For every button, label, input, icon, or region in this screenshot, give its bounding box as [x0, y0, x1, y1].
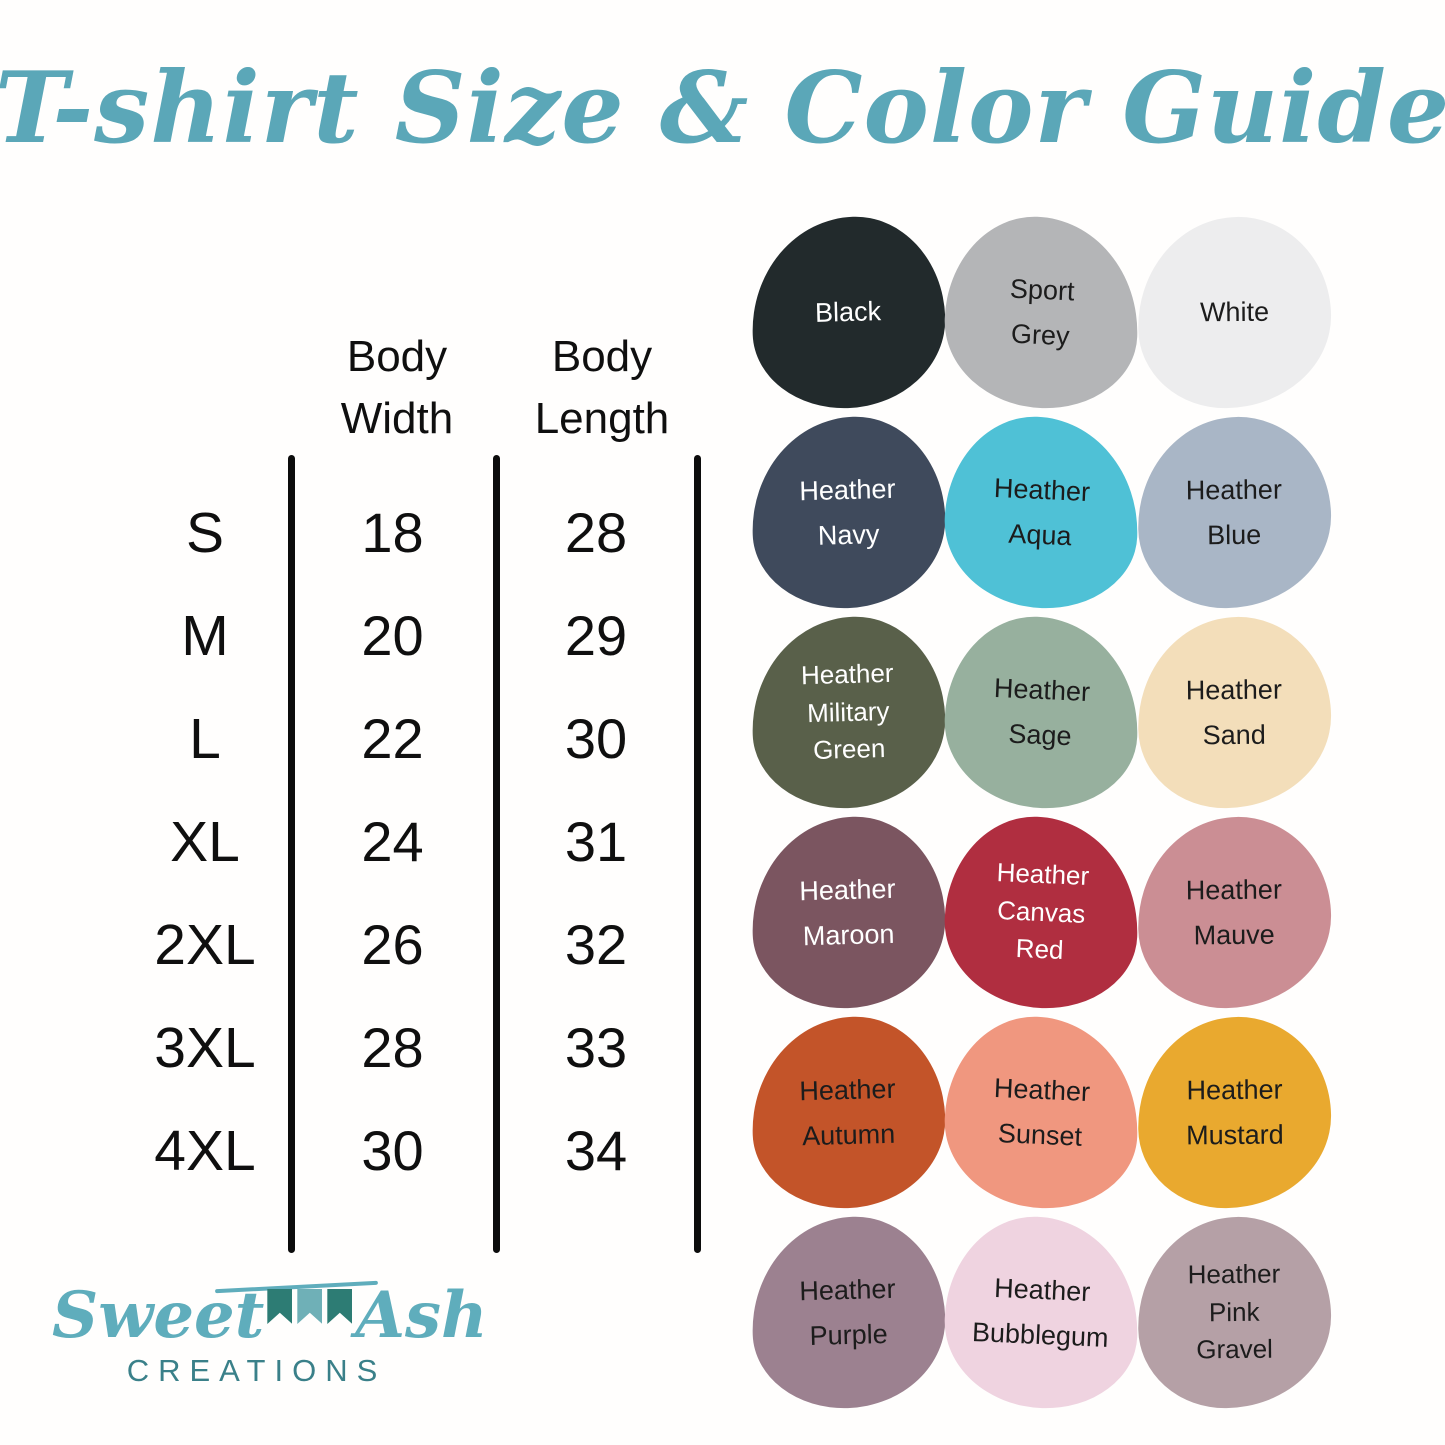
- color-swatch-label: Heather Pink Gravel: [1187, 1258, 1281, 1365]
- column-header-body-length: Body Length: [534, 332, 670, 443]
- brand-logo-script: Sweet Ash: [52, 1278, 488, 1353]
- color-swatch-heather-sand: Heather Sand: [1136, 614, 1333, 810]
- bunting-flag-icon: [327, 1289, 353, 1324]
- color-swatch-heather-canvas-red: Heather Canvas Red: [941, 813, 1142, 1011]
- color-swatch-label: Heather Autumn: [799, 1073, 897, 1151]
- color-swatch-label: Heather Mauve: [1186, 874, 1283, 950]
- body-width-value: 18: [361, 501, 424, 564]
- column-header-body-width: Body Width: [340, 332, 454, 443]
- color-swatch-label: Heather Sunset: [993, 1072, 1092, 1151]
- size-label: 2XL: [154, 912, 256, 977]
- size-label: 3XL: [154, 1015, 256, 1080]
- body-width-value: 26: [361, 913, 424, 976]
- color-swatch-heather-military-green: Heather Military Green: [748, 613, 949, 811]
- color-swatch-label: Heather Sand: [1186, 674, 1283, 750]
- size-label: L: [189, 706, 221, 771]
- brand-logo-subtext: CREATIONS: [126, 1353, 387, 1388]
- color-swatch-label: Heather Military Green: [800, 657, 895, 765]
- color-swatch-heather-aqua: Heather Aqua: [941, 413, 1142, 611]
- table-column-divider: [694, 455, 701, 1253]
- color-swatch-label: Black: [815, 295, 882, 328]
- color-swatch-heather-sage: Heather Sage: [941, 613, 1142, 811]
- color-swatch-heather-bubblegum: Heather Bubblegum: [941, 1213, 1142, 1411]
- color-swatch-sport-grey: Sport Grey: [941, 213, 1142, 411]
- body-width-value: 30: [361, 1119, 424, 1182]
- body-width-value: 28: [361, 1016, 424, 1079]
- color-swatch-label: Sport Grey: [1009, 273, 1076, 351]
- body-length-value: 29: [564, 604, 628, 667]
- color-swatch-label: Heather Canvas Red: [996, 856, 1091, 965]
- table-column-divider: [493, 455, 500, 1253]
- color-swatch-label: Heather Sage: [993, 672, 1092, 751]
- body-length-value: 32: [564, 913, 628, 976]
- color-swatch-label: Heather Purple: [799, 1273, 897, 1351]
- color-swatch-label: Heather Bubblegum: [971, 1272, 1110, 1352]
- color-swatch-label: Heather Maroon: [799, 873, 897, 951]
- color-swatch-heather-autumn: Heather Autumn: [748, 1013, 949, 1211]
- color-swatch-heather-sunset: Heather Sunset: [941, 1013, 1142, 1211]
- body-length-value: 30: [564, 707, 628, 770]
- size-label: XL: [170, 809, 240, 874]
- color-swatch-label: Heather Mustard: [1185, 1074, 1284, 1150]
- color-swatch-heather-blue: Heather Blue: [1136, 414, 1333, 610]
- color-swatch-label: Heather Navy: [799, 473, 897, 550]
- color-swatch-label: White: [1199, 296, 1270, 328]
- size-label: 4XL: [154, 1118, 256, 1183]
- color-swatch-black: Black: [748, 213, 949, 411]
- body-width-value: 20: [361, 604, 424, 667]
- bunting-banner-icon: [267, 1289, 353, 1324]
- color-swatch-label: Heather Blue: [1186, 474, 1283, 550]
- page-title: T-shirt Size & Color Guide: [0, 50, 1445, 166]
- body-length-value: 28: [564, 501, 628, 564]
- brand-name-part-2: Ash: [355, 1278, 488, 1353]
- body-width-value: 22: [361, 707, 424, 770]
- color-swatch-heather-pink-gravel: Heather Pink Gravel: [1136, 1214, 1333, 1410]
- color-swatch-label: Heather Aqua: [993, 472, 1092, 551]
- color-swatch-white: White: [1136, 214, 1333, 410]
- color-swatch-heather-mustard: Heather Mustard: [1136, 1014, 1333, 1210]
- size-label: M: [181, 603, 229, 668]
- body-length-value: 34: [564, 1119, 628, 1182]
- bunting-flag-icon: [267, 1289, 293, 1324]
- color-swatch-heather-purple: Heather Purple: [748, 1213, 949, 1411]
- bunting-flag-icon: [297, 1289, 323, 1324]
- brand-logo: Sweet Ash CREATIONS: [52, 1278, 488, 1389]
- color-swatch-heather-mauve: Heather Mauve: [1136, 814, 1333, 1010]
- size-label: S: [185, 500, 225, 565]
- table-column-divider: [288, 455, 295, 1253]
- color-swatch-heather-navy: Heather Navy: [748, 413, 949, 611]
- body-width-value: 24: [361, 810, 424, 873]
- body-length-value: 31: [564, 810, 628, 873]
- size-table: S 18 28 M 20 29 L 22 30 XL 24 31 2XL 26 …: [120, 481, 697, 1202]
- body-length-value: 33: [564, 1016, 628, 1079]
- color-swatch-grid: Black Sport Grey White Heather Navy Heat…: [748, 212, 1333, 1412]
- color-swatch-heather-maroon: Heather Maroon: [748, 813, 949, 1011]
